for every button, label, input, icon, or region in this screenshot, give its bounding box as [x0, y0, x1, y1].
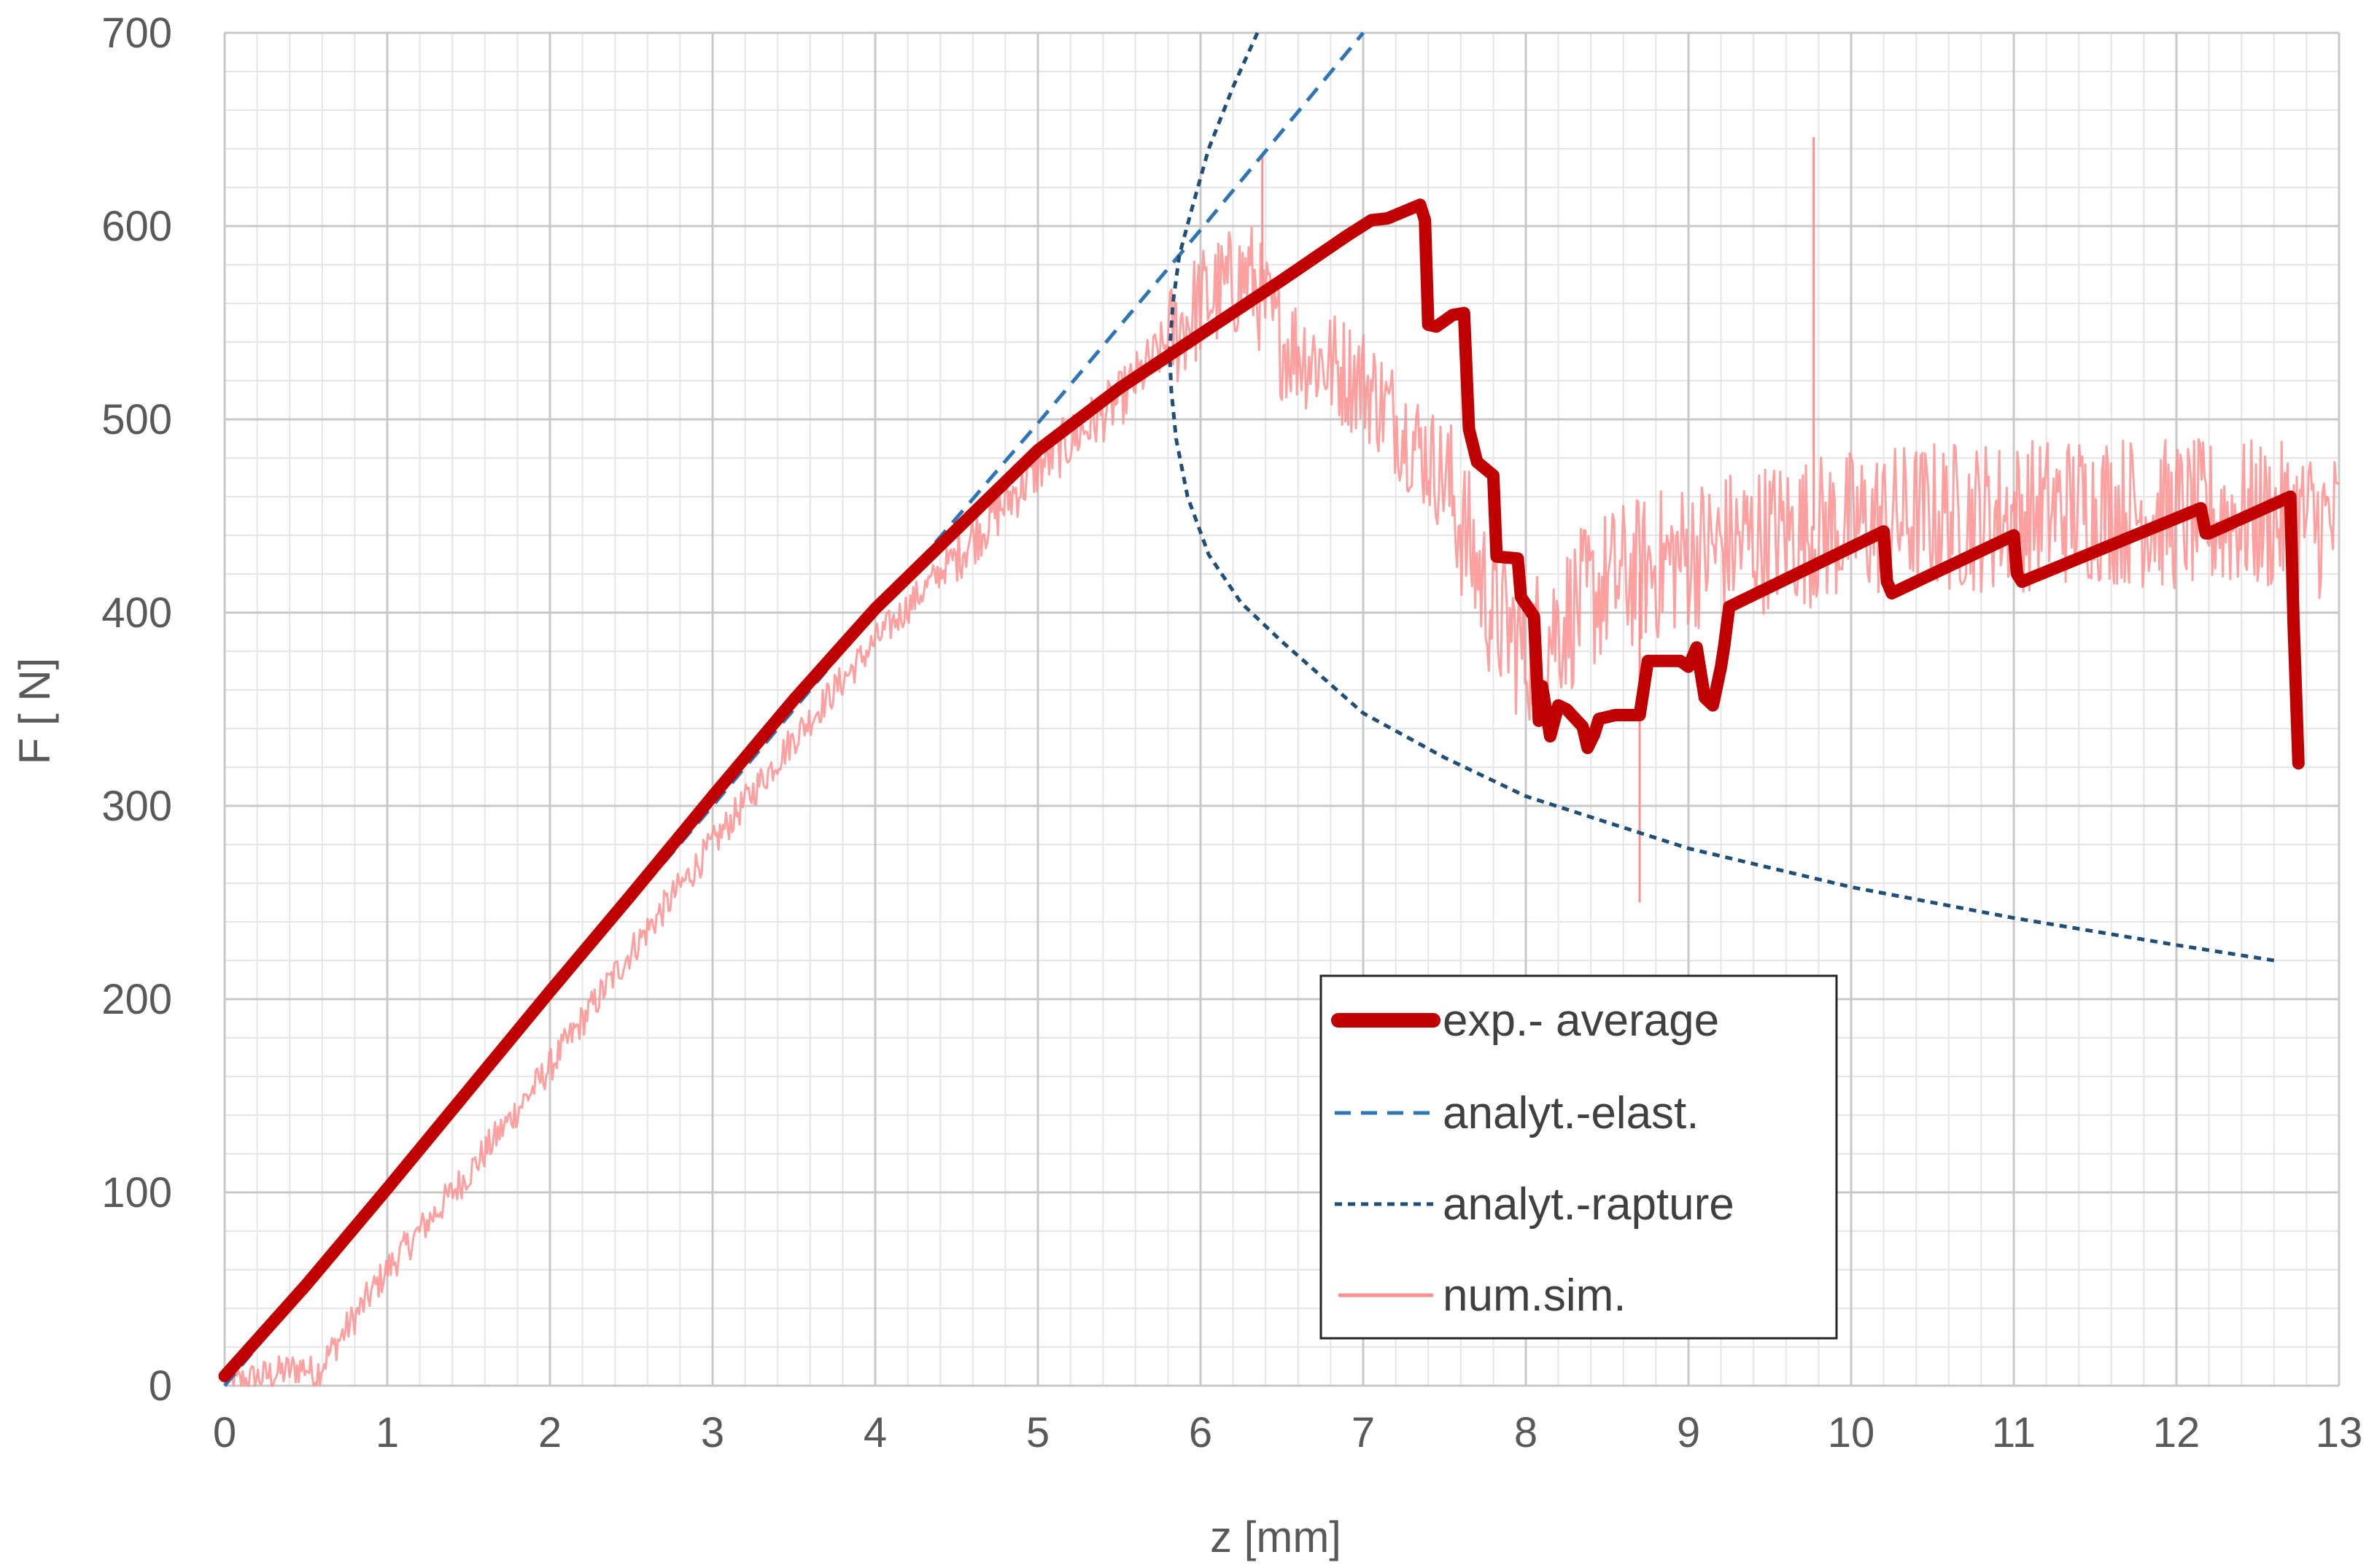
x-tick-label: 10	[1828, 1409, 1875, 1456]
y-tick-label: 700	[101, 9, 172, 57]
y-tick-labels: 0 100 200 300 400 500 600 700	[101, 9, 172, 1410]
series-num-sim-line	[223, 226, 2340, 1387]
x-tick-label: 4	[864, 1409, 887, 1456]
series-layer	[218, 31, 2340, 1387]
y-tick-label: 0	[149, 1362, 172, 1410]
x-tick-label: 8	[1514, 1409, 1538, 1456]
x-tick-labels: 0 1 2 3 4 5 6 7 8 9 10 11 12 13	[213, 1409, 2362, 1456]
x-tick-label: 5	[1026, 1409, 1050, 1456]
legend-box	[1319, 974, 1838, 1340]
x-tick-label: 7	[1352, 1409, 1375, 1456]
legend-label-analyt-rapture: analyt.-rapture	[1443, 1179, 1734, 1230]
legend: exp.- average analyt.-elast. analyt.-rap…	[1319, 974, 1838, 1340]
x-tick-label: 1	[376, 1409, 399, 1456]
x-tick-label: 3	[701, 1409, 724, 1456]
x-tick-label: 13	[2316, 1409, 2363, 1456]
x-axis-title: z [mm]	[1210, 1513, 1341, 1561]
legend-label-num-sim: num.sim.	[1443, 1270, 1626, 1321]
y-tick-label: 400	[101, 589, 172, 637]
series-exp-average-line	[218, 198, 2305, 1383]
x-tick-label: 9	[1677, 1409, 1700, 1456]
x-tick-label: 6	[1189, 1409, 1212, 1456]
y-tick-label: 500	[101, 396, 172, 443]
x-tick-label: 0	[213, 1409, 236, 1456]
legend-label-analyt-elast: analyt.-elast.	[1443, 1088, 1699, 1138]
series-analyt-rapture-line	[1168, 31, 2275, 963]
x-tick-label: 11	[1992, 1409, 2036, 1456]
x-tick-label: 12	[2153, 1409, 2200, 1456]
y-tick-label: 600	[101, 203, 172, 250]
major-grid	[223, 31, 2341, 1387]
legend-label-exp-average: exp.- average	[1443, 995, 1719, 1046]
y-axis-title: F [ N]	[10, 658, 59, 765]
y-tick-label: 300	[101, 783, 172, 830]
y-tick-label: 200	[101, 976, 172, 1023]
y-tick-label: 100	[101, 1169, 172, 1216]
x-tick-label: 2	[538, 1409, 562, 1456]
